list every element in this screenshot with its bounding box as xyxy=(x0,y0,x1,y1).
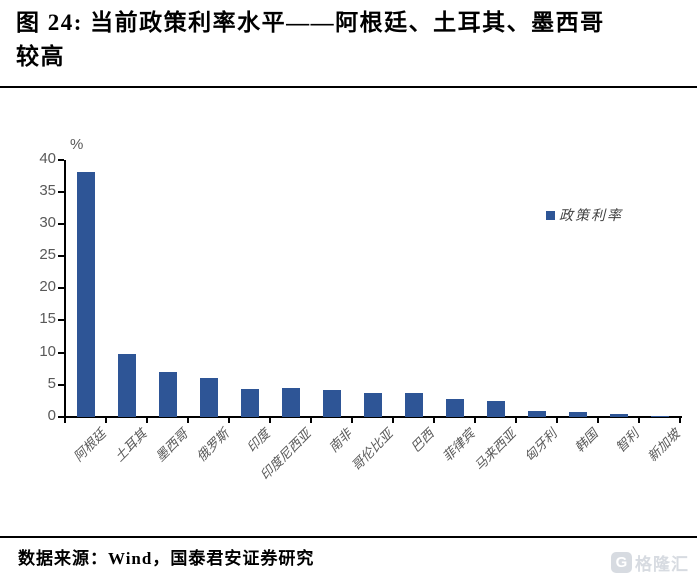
y-axis-tick xyxy=(58,319,64,322)
page-title-line-2: 较高 xyxy=(16,44,65,69)
y-tick-label: 0 xyxy=(47,407,56,424)
x-axis-tick xyxy=(597,417,599,423)
x-axis-tick xyxy=(515,417,517,423)
policy-rate-bar-chart: % 政策利率 0 5 10 15 20 25 30 35 40 阿根廷 土耳其 墨西哥 俄罗斯 印度 印度尼… xyxy=(0,100,697,530)
chart-legend: 政策利率 xyxy=(546,205,623,225)
bar-俄罗斯 xyxy=(199,378,218,417)
y-axis-tick xyxy=(58,158,64,161)
data-source-text: 数据来源：Wind，国泰君安证券研究 xyxy=(18,549,315,568)
x-axis-tick xyxy=(269,417,271,423)
y-axis-tick xyxy=(58,416,64,418)
x-axis-tick xyxy=(146,417,148,423)
x-axis-tick xyxy=(64,417,66,423)
bar-南非 xyxy=(322,389,341,417)
bar-新加坡 xyxy=(650,415,669,417)
y-tick-label: 10 xyxy=(39,342,56,360)
y-tick-label: 25 xyxy=(39,246,56,264)
x-axis-tick xyxy=(105,417,107,423)
y-tick-label: 40 xyxy=(39,149,56,167)
bar-马来西亚 xyxy=(486,400,505,417)
y-axis-line xyxy=(64,159,66,419)
x-axis-line xyxy=(64,416,682,418)
y-tick-label: 5 xyxy=(47,374,56,392)
bar-智利 xyxy=(609,413,628,417)
x-axis-tick xyxy=(392,417,394,423)
legend-label: 政策利率 xyxy=(559,209,623,224)
y-axis-tick xyxy=(58,287,64,290)
bar-墨西哥 xyxy=(158,371,177,417)
bar-哥伦比亚 xyxy=(363,392,382,417)
y-tick-label: 35 xyxy=(39,181,56,199)
y-axis-tick xyxy=(58,255,64,258)
y-axis-tick xyxy=(58,190,64,193)
bar-韩国 xyxy=(568,412,587,417)
watermark-text: 格隆汇 xyxy=(635,555,689,574)
y-axis-unit-label: % xyxy=(70,136,84,153)
x-axis-tick xyxy=(187,417,189,423)
legend-swatch xyxy=(546,210,555,220)
bar-印度尼西亚 xyxy=(281,388,300,417)
x-axis-tick xyxy=(228,417,230,423)
bar-土耳其 xyxy=(117,354,136,417)
x-axis-tick xyxy=(556,417,558,423)
bar-菲律宾 xyxy=(445,399,464,417)
x-axis-tick xyxy=(679,417,681,423)
y-tick-label: 30 xyxy=(39,213,56,231)
x-axis-tick xyxy=(638,417,640,423)
title-divider xyxy=(0,86,697,88)
watermark-g-icon: G xyxy=(611,552,632,573)
page-title: 图 24: 当前政策利率水平——阿根廷、土耳其、墨西哥 较高 xyxy=(16,6,684,74)
source-divider xyxy=(0,536,697,538)
x-axis-tick xyxy=(351,417,353,423)
y-tick-label: 15 xyxy=(39,310,56,328)
x-axis-tick xyxy=(433,417,435,423)
gelonghui-watermark: G 格隆汇 xyxy=(611,550,689,575)
y-axis-tick xyxy=(58,222,64,225)
bar-巴西 xyxy=(404,392,423,417)
page-title-line-1: 图 24: 当前政策利率水平——阿根廷、土耳其、墨西哥 xyxy=(16,10,605,35)
y-axis-tick xyxy=(58,351,64,354)
bar-匈牙利 xyxy=(527,411,546,417)
x-axis-tick xyxy=(474,417,476,423)
y-tick-label: 20 xyxy=(39,278,56,296)
bar-阿根廷 xyxy=(76,172,95,417)
x-axis-tick xyxy=(310,417,312,423)
bar-印度 xyxy=(240,388,259,417)
y-axis-tick xyxy=(58,383,64,386)
